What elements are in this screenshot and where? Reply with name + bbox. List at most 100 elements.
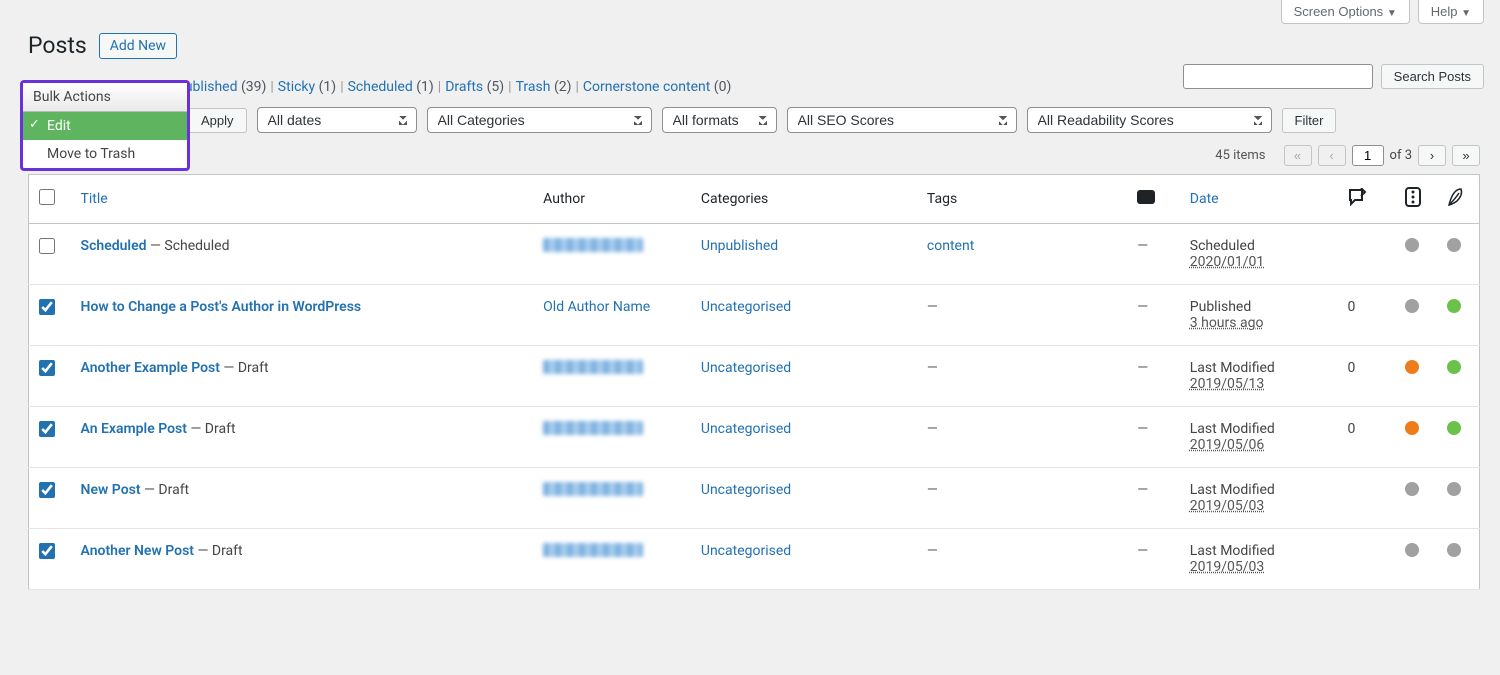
- comment-count: —: [1137, 421, 1148, 437]
- category-link[interactable]: Uncategorised: [701, 360, 791, 376]
- incoming-links-count: 0: [1347, 360, 1355, 376]
- post-state: — Scheduled: [150, 238, 230, 254]
- author-blurred: [543, 360, 643, 374]
- pagination: 45 items « ‹ of 3 › »: [28, 145, 1480, 166]
- comment-icon: [1137, 190, 1155, 204]
- search-input[interactable]: [1183, 64, 1373, 89]
- current-page-input[interactable]: [1352, 145, 1384, 166]
- col-author: Author: [533, 175, 691, 224]
- author-link[interactable]: Old Author Name: [543, 299, 650, 315]
- row-checkbox[interactable]: [39, 360, 55, 376]
- seo-score-dot: [1405, 482, 1419, 496]
- category-link[interactable]: Uncategorised: [701, 421, 791, 437]
- date-value: 2019/05/03: [1190, 498, 1328, 514]
- filter-link[interactable]: Scheduled: [348, 79, 413, 95]
- items-count: 45 items: [1215, 148, 1265, 163]
- post-title-link[interactable]: Another New Post: [81, 543, 194, 559]
- bulk-action-edit[interactable]: Edit: [23, 112, 187, 140]
- filter-link[interactable]: Cornerstone content: [583, 79, 710, 95]
- post-title-link[interactable]: Scheduled: [81, 238, 147, 254]
- category-link[interactable]: Uncategorised: [701, 299, 791, 315]
- date-status: Last Modified: [1190, 482, 1328, 498]
- seo-score-dot: [1405, 360, 1419, 374]
- filter-count: (1): [319, 79, 337, 95]
- seo-score-dot: [1405, 543, 1419, 557]
- caret-down-icon: ▼: [1387, 8, 1397, 19]
- search-posts-button[interactable]: Search Posts: [1381, 64, 1484, 89]
- row-checkbox[interactable]: [39, 543, 55, 559]
- screen-options-tab[interactable]: Screen Options ▼: [1281, 0, 1410, 24]
- table-row: Another Example Post — Draft Uncategoris…: [29, 346, 1480, 407]
- apply-button[interactable]: Apply: [188, 108, 247, 133]
- incoming-links-count: 0: [1347, 299, 1355, 315]
- filter-dates-select[interactable]: All dates: [257, 107, 417, 133]
- readability-score-dot: [1447, 482, 1461, 496]
- col-seo-score: [1395, 175, 1437, 224]
- category-link[interactable]: Uncategorised: [701, 482, 791, 498]
- col-categories: Categories: [691, 175, 917, 224]
- first-page-button[interactable]: «: [1284, 145, 1312, 166]
- filter-button[interactable]: Filter: [1282, 108, 1337, 133]
- filter-link[interactable]: Sticky: [278, 79, 315, 95]
- readability-score-dot: [1447, 543, 1461, 557]
- total-pages: of 3: [1390, 148, 1412, 163]
- author-blurred: [543, 482, 643, 496]
- post-title-link[interactable]: An Example Post: [81, 421, 187, 437]
- bulk-actions-header[interactable]: Bulk Actions: [23, 83, 187, 112]
- next-page-button[interactable]: ›: [1418, 145, 1446, 166]
- row-checkbox[interactable]: [39, 421, 55, 437]
- filter-link[interactable]: Trash: [516, 79, 551, 95]
- table-row: New Post — Draft Uncategorised — — Last …: [29, 468, 1480, 529]
- screen-options-label: Screen Options: [1294, 4, 1384, 19]
- filter-readability-select[interactable]: All Readability Scores: [1027, 107, 1272, 133]
- date-value: 2019/05/03: [1190, 559, 1328, 575]
- posts-table: Title Author Categories Tags Date: [28, 174, 1480, 590]
- row-checkbox[interactable]: [39, 299, 55, 315]
- date-status: Scheduled: [1190, 238, 1328, 254]
- select-all-checkbox[interactable]: [39, 189, 55, 205]
- page-title: Posts: [28, 32, 87, 59]
- filter-seo-select[interactable]: All SEO Scores: [787, 107, 1017, 133]
- author-blurred: [543, 238, 643, 252]
- category-link[interactable]: Unpublished: [701, 238, 778, 254]
- incoming-links-count: 0: [1347, 421, 1355, 437]
- row-checkbox[interactable]: [39, 238, 55, 254]
- filter-formats-select[interactable]: All formats: [662, 107, 777, 133]
- help-label: Help: [1431, 4, 1458, 19]
- no-tags: —: [927, 421, 938, 437]
- date-value: 2019/05/13: [1190, 376, 1328, 392]
- col-readability-score: [1437, 175, 1479, 224]
- date-status: Published: [1190, 299, 1328, 315]
- bulk-actions-dropdown[interactable]: Bulk Actions Edit Move to Trash: [20, 80, 190, 171]
- post-title-link[interactable]: How to Change a Post's Author in WordPre…: [81, 299, 362, 315]
- filter-link[interactable]: Drafts: [445, 79, 483, 95]
- row-checkbox[interactable]: [39, 482, 55, 498]
- comment-count: —: [1137, 543, 1148, 559]
- filter-categories-select[interactable]: All Categories: [427, 107, 652, 133]
- filter-count: (39): [241, 79, 266, 95]
- bulk-action-trash[interactable]: Move to Trash: [23, 140, 187, 168]
- post-title-link[interactable]: Another Example Post: [81, 360, 220, 376]
- comment-count: —: [1137, 482, 1148, 498]
- readability-score-dot: [1447, 238, 1461, 252]
- category-link[interactable]: Uncategorised: [701, 543, 791, 559]
- seo-score-dot: [1405, 421, 1419, 435]
- prev-page-button[interactable]: ‹: [1318, 145, 1346, 166]
- help-tab[interactable]: Help ▼: [1418, 0, 1484, 24]
- date-status: Last Modified: [1190, 360, 1328, 376]
- no-tags: —: [927, 299, 938, 315]
- filter-count: (1): [416, 79, 434, 95]
- add-new-button[interactable]: Add New: [99, 33, 177, 59]
- table-row: How to Change a Post's Author in WordPre…: [29, 285, 1480, 346]
- post-state: — Draft: [144, 482, 189, 498]
- no-tags: —: [927, 543, 938, 559]
- tag-link[interactable]: content: [927, 238, 974, 254]
- last-page-button[interactable]: »: [1452, 145, 1480, 166]
- col-title[interactable]: Title: [71, 175, 534, 224]
- date-value: 2020/01/01: [1190, 254, 1328, 270]
- author-blurred: [543, 543, 643, 557]
- seo-score-dot: [1405, 299, 1419, 313]
- post-title-link[interactable]: New Post: [81, 482, 141, 498]
- col-tags: Tags: [917, 175, 1127, 224]
- col-date[interactable]: Date: [1180, 175, 1338, 224]
